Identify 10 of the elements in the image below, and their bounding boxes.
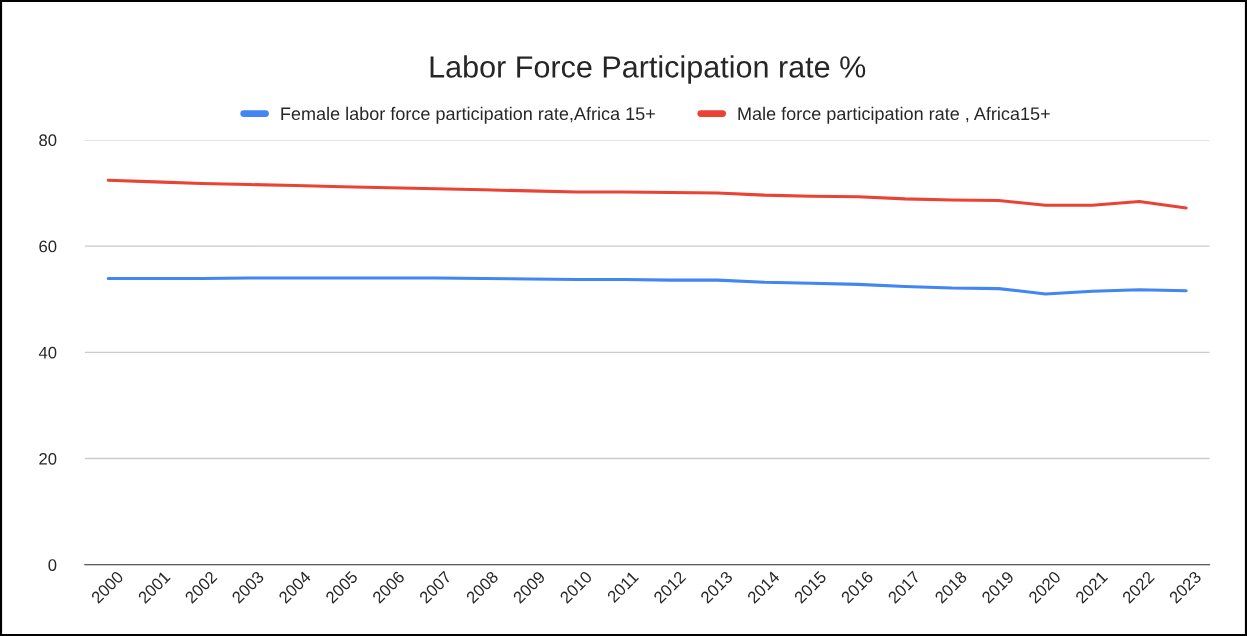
y-tick-label: 0 xyxy=(48,559,57,571)
y-tick-label: 60 xyxy=(39,240,57,253)
chart-title: Labor Force Participation rate % xyxy=(430,55,866,84)
y-tick-label: 40 xyxy=(38,346,57,359)
line-series xyxy=(106,178,1188,210)
legend-label: Female labor force participation rate,Africa 15+ xyxy=(281,106,655,124)
line-series xyxy=(106,276,1188,296)
legend-label: Male force participation rate , Africa15+ xyxy=(738,106,1050,124)
y-tick-label: 20 xyxy=(39,452,57,465)
y-tick-label: 80 xyxy=(39,134,57,147)
